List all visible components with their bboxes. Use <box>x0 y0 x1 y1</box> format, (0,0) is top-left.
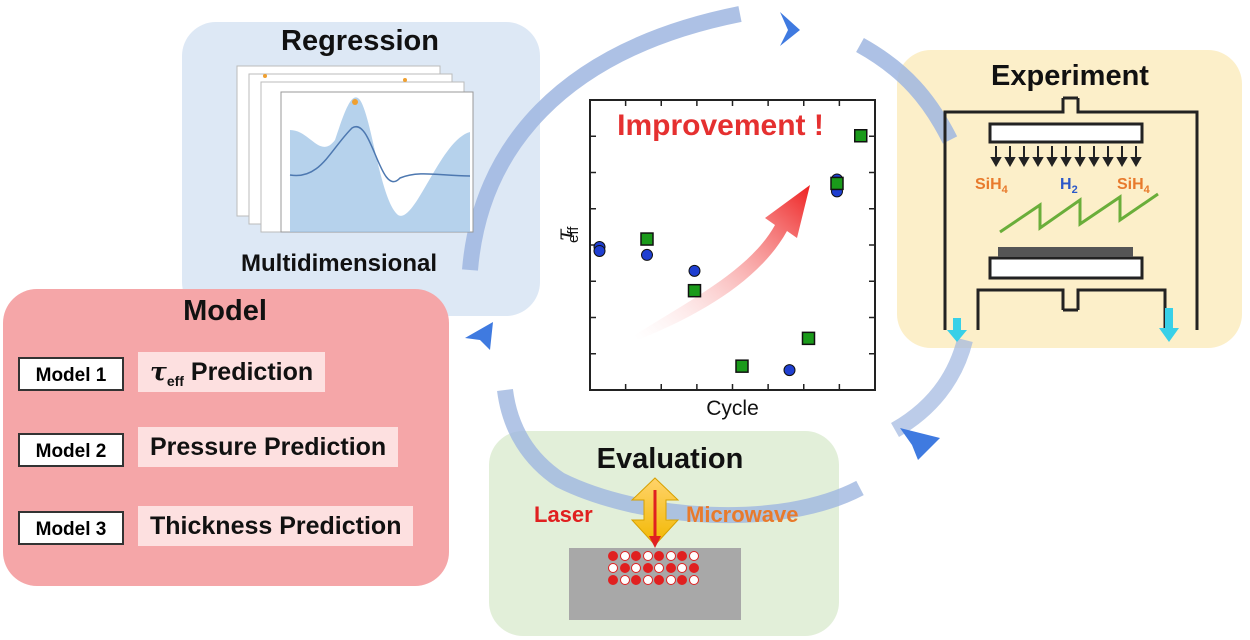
charge-carrier <box>619 563 630 573</box>
charge-carrier <box>619 551 630 561</box>
charge-carrier <box>608 575 618 585</box>
cycle-arc-bottom <box>497 388 864 524</box>
plasma-zigzag <box>999 192 1159 234</box>
confidence-band <box>290 97 470 232</box>
charge-carrier <box>677 563 687 573</box>
cycle-arc-top <box>462 6 742 271</box>
charge-carrier <box>631 575 641 585</box>
regression-caption: Multidimensional <box>241 250 438 277</box>
cycle-arc-right-top <box>856 38 958 144</box>
model-3-prediction: Thickness Prediction <box>138 506 414 546</box>
charge-carrier <box>654 575 664 585</box>
microwave-label: Microwave <box>686 502 799 527</box>
gas-label-left: SiH4 <box>975 176 1008 197</box>
charge-carrier <box>665 551 676 561</box>
charge-carrier <box>688 563 699 573</box>
tau-symbol: τ <box>150 357 167 386</box>
model-2-box: Model 2 <box>18 433 124 467</box>
charge-carrier <box>688 575 699 585</box>
experiment-panel <box>897 50 1242 348</box>
model-1-box: Model 1 <box>18 357 124 391</box>
charge-carrier <box>642 551 653 561</box>
exhaust-arrow-right-icon <box>1159 308 1179 342</box>
charge-carrier <box>665 575 676 585</box>
evaluation-title: Evaluation <box>596 443 744 475</box>
chevron-right-icon <box>780 12 800 46</box>
laser-label: Laser <box>534 502 593 527</box>
cycle-arc-right <box>890 337 973 437</box>
charge-carrier <box>654 551 664 561</box>
charge-carrier <box>619 575 630 585</box>
model-3-box: Model 3 <box>18 511 124 545</box>
exhaust-arrow-left-icon <box>947 318 967 342</box>
charge-carrier <box>608 563 618 573</box>
chevron-up-left-icon <box>465 322 493 350</box>
gas-label-mid: H2 <box>1060 176 1078 197</box>
charge-carrier <box>677 575 687 585</box>
charge-carrier <box>608 551 618 561</box>
charge-carrier <box>631 551 641 561</box>
charge-carrier <box>677 551 687 561</box>
charge-carriers <box>608 549 700 587</box>
gas-flow-arrows <box>990 146 1142 168</box>
mean-curve <box>289 125 471 183</box>
charge-carrier <box>654 563 664 573</box>
model-1-prediction: τeff Prediction <box>138 352 326 392</box>
regression-plots <box>236 65 474 233</box>
chamber-drawing <box>943 96 1199 330</box>
gas-label-right: SiH4 <box>1117 176 1150 197</box>
regression-title: Regression <box>281 25 439 57</box>
charge-carrier <box>688 551 699 561</box>
model-title: Model <box>183 295 267 327</box>
charge-carrier <box>642 563 653 573</box>
charge-carrier <box>631 563 641 573</box>
charge-carrier <box>665 563 676 573</box>
charge-carrier <box>642 575 653 585</box>
experiment-title: Experiment <box>991 60 1149 92</box>
model-2-prediction: Pressure Prediction <box>138 427 399 467</box>
chevron-down-left-icon <box>900 428 940 460</box>
